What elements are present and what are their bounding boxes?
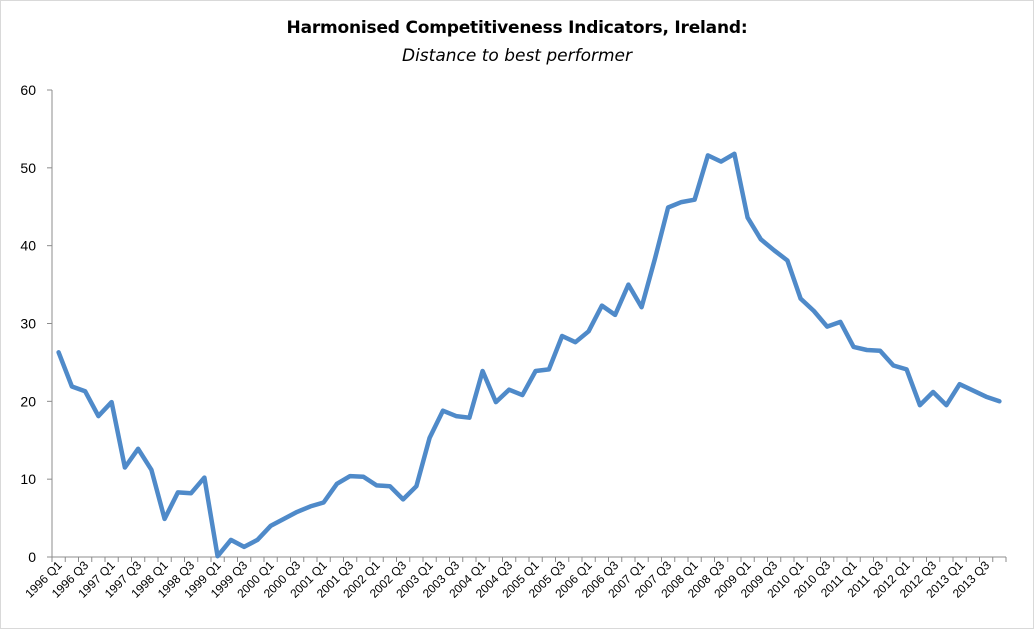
data-point (587, 329, 591, 333)
data-point (666, 206, 670, 210)
data-point (878, 349, 882, 353)
data-point (600, 304, 604, 308)
data-point (679, 200, 683, 204)
data-point (136, 447, 140, 451)
data-point (918, 403, 922, 407)
data-point (361, 475, 365, 479)
data-point (414, 484, 418, 488)
data-point (640, 305, 644, 309)
data-point (149, 468, 153, 472)
data-point (865, 348, 869, 352)
y-tick-label: 30 (20, 316, 36, 332)
data-point (812, 309, 816, 313)
y-axis-ticks: 0 10 20 30 40 50 60 (20, 82, 52, 565)
data-point (375, 483, 379, 487)
data-point (83, 389, 87, 393)
data-point (295, 510, 299, 514)
data-point (573, 340, 577, 344)
series-group (56, 151, 1002, 559)
y-tick-label: 0 (28, 549, 36, 565)
y-tick-label: 40 (20, 238, 36, 254)
data-point (838, 320, 842, 324)
data-point (534, 369, 538, 373)
data-point (852, 345, 856, 349)
data-point (905, 367, 909, 371)
data-point (348, 474, 352, 478)
data-point (202, 476, 206, 480)
y-tick-label: 50 (20, 160, 36, 176)
series-line (56, 151, 1002, 559)
data-point (825, 325, 829, 329)
data-point (454, 414, 458, 418)
data-point (282, 517, 286, 521)
data-point (176, 490, 180, 494)
data-point (70, 385, 74, 389)
data-point (693, 198, 697, 202)
data-point (891, 364, 895, 368)
data-point (269, 524, 273, 528)
data-point (428, 436, 432, 440)
data-point (944, 403, 948, 407)
data-point (653, 257, 657, 261)
y-tick-label: 20 (20, 393, 36, 409)
data-point (96, 414, 100, 418)
data-point (494, 400, 498, 404)
data-point (799, 297, 803, 301)
data-point (401, 497, 405, 501)
data-point (229, 538, 233, 542)
chart-subtitle: Distance to best performer (401, 46, 632, 66)
data-point (110, 400, 114, 404)
data-point (308, 504, 312, 508)
data-point (520, 393, 524, 397)
data-point (322, 501, 326, 505)
data-point (626, 283, 630, 287)
data-point (216, 554, 220, 558)
data-point (441, 409, 445, 413)
data-point (984, 395, 988, 399)
data-point (507, 388, 511, 392)
data-point (189, 491, 193, 495)
data-point (706, 153, 710, 157)
data-point (388, 484, 392, 488)
data-point (958, 382, 962, 386)
data-point (732, 152, 736, 156)
data-point (560, 334, 564, 338)
data-point (163, 517, 167, 521)
data-point (931, 390, 935, 394)
y-tick-label: 10 (20, 471, 36, 487)
chart-title: Harmonised Competitiveness Indicators, I… (286, 18, 748, 38)
data-point (123, 465, 127, 469)
data-point (481, 369, 485, 373)
data-point (613, 313, 617, 317)
data-point (242, 545, 246, 549)
data-point (746, 216, 750, 220)
data-point (547, 367, 551, 371)
data-point (759, 237, 763, 241)
data-point (57, 350, 61, 354)
data-point (719, 160, 723, 164)
data-point (335, 482, 339, 486)
data-point (997, 399, 1001, 403)
data-point (785, 258, 789, 262)
data-point (971, 388, 975, 392)
data-point (772, 248, 776, 252)
y-tick-label: 60 (20, 82, 36, 98)
data-point (255, 538, 259, 542)
data-point (467, 416, 471, 420)
